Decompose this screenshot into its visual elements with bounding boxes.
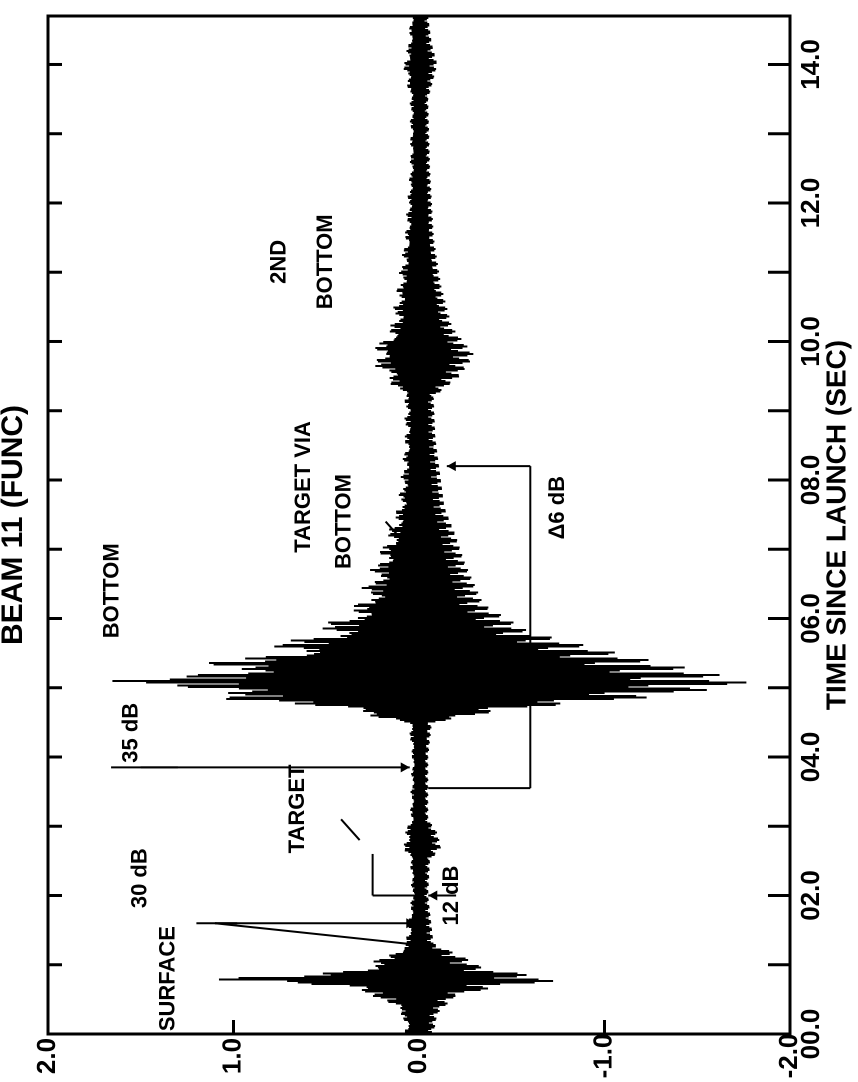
waveform-series [112, 17, 747, 1033]
y-axis-ticks: 2.0 1.0 0.0 -1.0 -2.0 [31, 1020, 803, 1078]
annotation-2nd_line2: BOTTOM [312, 214, 337, 309]
annotation-target_via_line2: BOTTOM [331, 474, 356, 569]
x-tick-label: 04.0 [795, 732, 825, 783]
x-tick-label: 08.0 [795, 455, 825, 506]
surface-arrowhead [406, 918, 416, 929]
x-tick-label: 14.0 [795, 39, 825, 90]
x-tick-label: 10.0 [795, 316, 825, 367]
x-axis-label: TIME SINCE LAUNCH (SEC) [820, 340, 851, 710]
x-axis-ticks: 00.0 02.0 04.0 06.0 08.0 10.0 12.0 14.0 [48, 39, 825, 1059]
annotation-surface: SURFACE [154, 926, 179, 1031]
y-tick-label: -2.0 [773, 1034, 803, 1079]
y-tick-label: 2.0 [31, 1038, 61, 1074]
annotation-30db: 30 dB [127, 848, 152, 908]
chart-title: BEAM 11 (FUNC) [0, 405, 29, 645]
y-tick-label: 1.0 [216, 1038, 246, 1074]
annotation-2nd_line1: 2ND [266, 240, 291, 284]
target-via-bottom-leader [384, 520, 405, 543]
annotation-12db: 12 dB [438, 866, 463, 926]
annotation-bottom: BOTTOM [99, 543, 124, 638]
x-tick-label: 06.0 [795, 593, 825, 644]
12db-arrowhead [428, 890, 438, 901]
minor-ticks [48, 132, 790, 967]
target-leader [340, 818, 361, 841]
measurement-markers [111, 461, 532, 945]
annotation-delta6db: Δ6 dB [544, 476, 569, 540]
35db-arrowhead [400, 762, 410, 773]
y-tick-label: -1.0 [587, 1034, 617, 1079]
x-tick-label: 12.0 [795, 178, 825, 229]
annotation-target: TARGET [284, 764, 309, 853]
annotation-35db: 35 dB [117, 703, 142, 763]
y-tick-label: 0.0 [402, 1038, 432, 1074]
annotation-target_via_line1: TARGET VIA [290, 421, 315, 553]
delta6db-arrowhead [446, 461, 456, 472]
x-tick-label: 00.0 [795, 1009, 825, 1060]
surface-30db-arrow-line [214, 922, 410, 945]
x-tick-label: 02.0 [795, 870, 825, 921]
